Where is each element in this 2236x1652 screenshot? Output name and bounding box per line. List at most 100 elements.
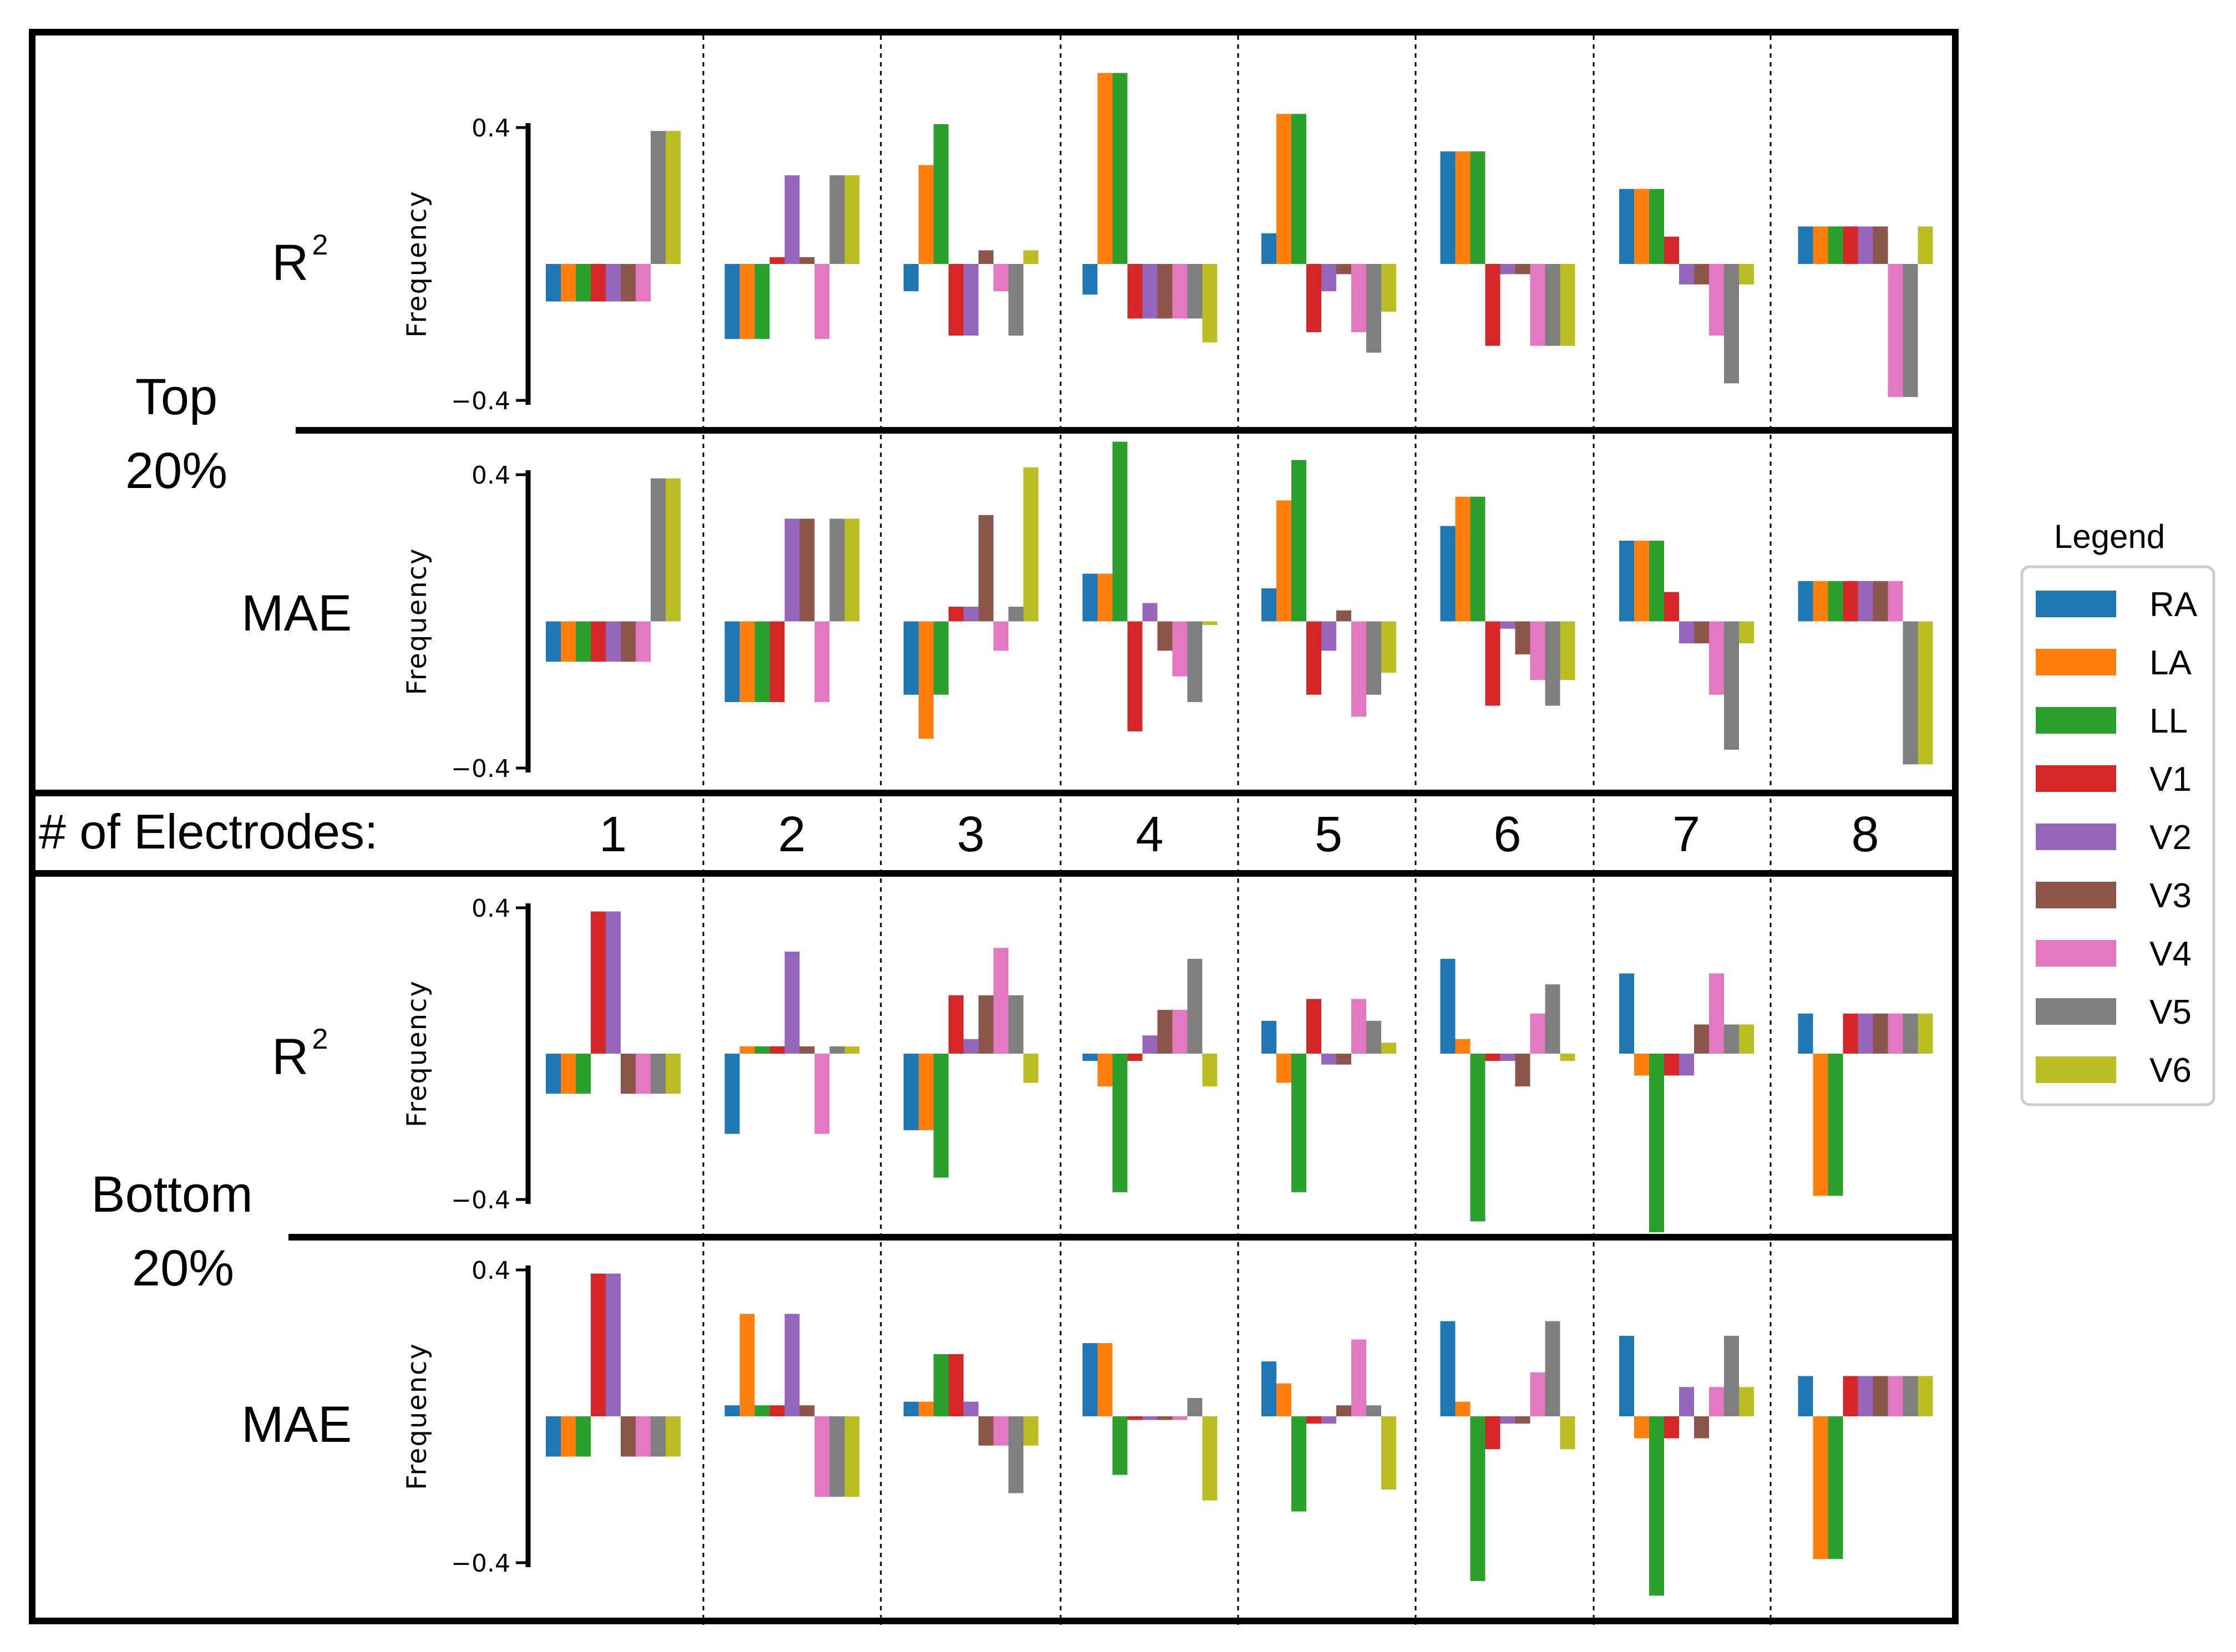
panel-3-bar-e3-v4	[993, 948, 1008, 1054]
panel-1-bar-e5-v4	[1351, 264, 1366, 332]
panel-4-bar-e5-v5	[1366, 1405, 1381, 1416]
panel-3-bar-e2-ll	[754, 1046, 770, 1054]
panel-3-bar-e8-la	[1813, 1054, 1828, 1196]
panel-1-bar-e1-la	[561, 264, 576, 302]
top-group-label-line1: Top	[135, 369, 217, 425]
panel-3-bar-e4-v5	[1187, 959, 1203, 1054]
panel-3-bar-e3-la	[919, 1054, 934, 1131]
panel-3-bar-e1-v1	[591, 911, 606, 1054]
panel-2-bar-e7-v5	[1724, 621, 1739, 750]
panel-1-bar-e8-v6	[1918, 226, 1933, 264]
panel-2-bar-e7-ra	[1619, 541, 1634, 622]
panel-3-bar-e7-la	[1634, 1054, 1649, 1076]
legend-label-la: LA	[2149, 644, 2192, 682]
panel-3-bar-e3-v5	[1008, 995, 1023, 1054]
panel-1-bar-e3-v3	[978, 250, 993, 264]
panel-4-bar-e2-v5	[829, 1416, 845, 1497]
legend-label-v4: V4	[2149, 935, 2192, 973]
legend-swatch-ll	[2036, 707, 2116, 734]
panel-4-bar-e5-v4	[1351, 1339, 1366, 1416]
panel-3-bar-e2-la	[739, 1046, 755, 1054]
panel-1-y-tick-label-2: −0.4	[451, 387, 510, 415]
panel-2-bar-e5-v4	[1351, 621, 1366, 717]
panel-3-bar-e4-ll	[1112, 1054, 1128, 1192]
panel-4-bar-e7-v4	[1709, 1387, 1724, 1416]
panel-2-bar-e6-v5	[1545, 621, 1560, 706]
legend-box	[2020, 565, 2215, 1106]
panel-3-bar-e8-v5	[1903, 1013, 1918, 1054]
panel-4-bar-e4-v2	[1142, 1416, 1158, 1420]
panel-1-bar-e7-v4	[1709, 264, 1724, 336]
legend-swatch-v3	[2036, 882, 2116, 908]
bottom-mae-label: MAE	[241, 1396, 352, 1453]
panel-4-bar-e2-ra	[724, 1405, 740, 1416]
panel-4-bar-e8-ll	[1828, 1416, 1843, 1559]
panel-4-bar-e3-v6	[1023, 1416, 1038, 1446]
panel-3-bar-e1-la	[561, 1054, 576, 1094]
legend-swatch-v5	[2036, 998, 2116, 1025]
panel-2-bar-e4-la	[1097, 573, 1113, 622]
panel-2-bar-e2-la	[739, 621, 755, 702]
panel-4-bar-e1-v3	[621, 1416, 636, 1457]
legend-label-v3: V3	[2149, 877, 2192, 915]
panel-1-bar-e2-v3	[799, 257, 815, 264]
panel-4-bar-e6-ra	[1440, 1321, 1456, 1416]
panel-3-bar-e8-v4	[1888, 1013, 1903, 1054]
panel-1-bar-e8-la	[1813, 226, 1828, 264]
panel-3-bar-e7-v6	[1739, 1024, 1754, 1054]
panel-4-bar-e8-v5	[1903, 1376, 1918, 1416]
panel-4-bar-e7-ra	[1619, 1335, 1634, 1416]
bottom-group-label-line1: Bottom	[91, 1166, 252, 1223]
panel-3-bar-e5-la	[1276, 1054, 1291, 1083]
panel-4-bar-e4-v3	[1157, 1416, 1173, 1420]
panel-3-bar-e6-ra	[1440, 959, 1456, 1054]
panel-4-bar-e6-v1	[1485, 1416, 1500, 1450]
panel-4-bar-e5-ra	[1261, 1361, 1276, 1416]
panel-1-bar-e6-v3	[1515, 264, 1530, 275]
electrode-count-3: 3	[957, 807, 985, 862]
panel-2-bar-e1-v5	[651, 478, 666, 622]
panel-2-bar-e8-la	[1813, 581, 1828, 622]
panel-4-bar-e5-v1	[1306, 1416, 1321, 1424]
panel-4-bar-e7-la	[1634, 1416, 1649, 1438]
panel-1-y-axis-label: Frequency	[402, 190, 433, 338]
electrode-count-1: 1	[599, 807, 627, 862]
panel-3-bar-e1-v5	[651, 1054, 666, 1094]
panel-4-bar-e5-v6	[1381, 1416, 1396, 1490]
panel-3-bar-e4-ra	[1082, 1054, 1098, 1061]
panel-3-bar-e2-v3	[799, 1046, 815, 1054]
legend-label-ra: RA	[2149, 586, 2198, 624]
legend-swatch-v4	[2036, 940, 2116, 967]
panel-1-bar-e2-la	[739, 264, 755, 339]
panel-4-bar-e7-ll	[1649, 1416, 1664, 1596]
legend-label-v5: V5	[2149, 993, 2192, 1031]
panel-2-bar-e2-ll	[754, 621, 770, 702]
panel-3-bar-e6-v1	[1485, 1054, 1500, 1061]
panel-3-bar-e3-v6	[1023, 1054, 1038, 1083]
panel-3-bar-e1-v4	[636, 1054, 651, 1094]
panel-1-bar-e2-ra	[724, 264, 740, 339]
panel-2-bar-e2-v1	[769, 621, 785, 702]
panel-3-bar-e1-ra	[546, 1054, 561, 1094]
panel-3-bar-e2-v1	[769, 1046, 785, 1054]
panel-4-bar-e7-v2	[1679, 1387, 1694, 1416]
panel-1-bar-e7-v1	[1664, 236, 1679, 264]
panel-1-bar-e2-ll	[754, 264, 770, 339]
panel-3-bar-e7-v3	[1694, 1024, 1709, 1054]
panel-1-bar-e7-v2	[1679, 264, 1694, 284]
panel-2-bar-e1-v3	[621, 621, 636, 662]
panel-3-bar-e1-v3	[621, 1054, 636, 1094]
panel-1-bar-e4-la	[1097, 73, 1113, 264]
panel-2-bar-e3-ra	[904, 621, 919, 695]
panel-2-bar-e3-v6	[1023, 467, 1038, 622]
top-panel-frame	[29, 29, 1959, 796]
panel-4-bar-e8-v1	[1843, 1376, 1858, 1416]
panel-4-bar-e7-v1	[1664, 1416, 1679, 1438]
panel-1-bar-e5-v1	[1306, 264, 1321, 332]
panel-2-bar-e7-ll	[1649, 541, 1664, 622]
panel-4-bar-e8-v6	[1918, 1376, 1933, 1416]
panel-1-bar-e1-v1	[591, 264, 606, 302]
panel-4-bar-e6-ll	[1470, 1416, 1485, 1581]
panel-4-bar-e1-v5	[651, 1416, 666, 1457]
